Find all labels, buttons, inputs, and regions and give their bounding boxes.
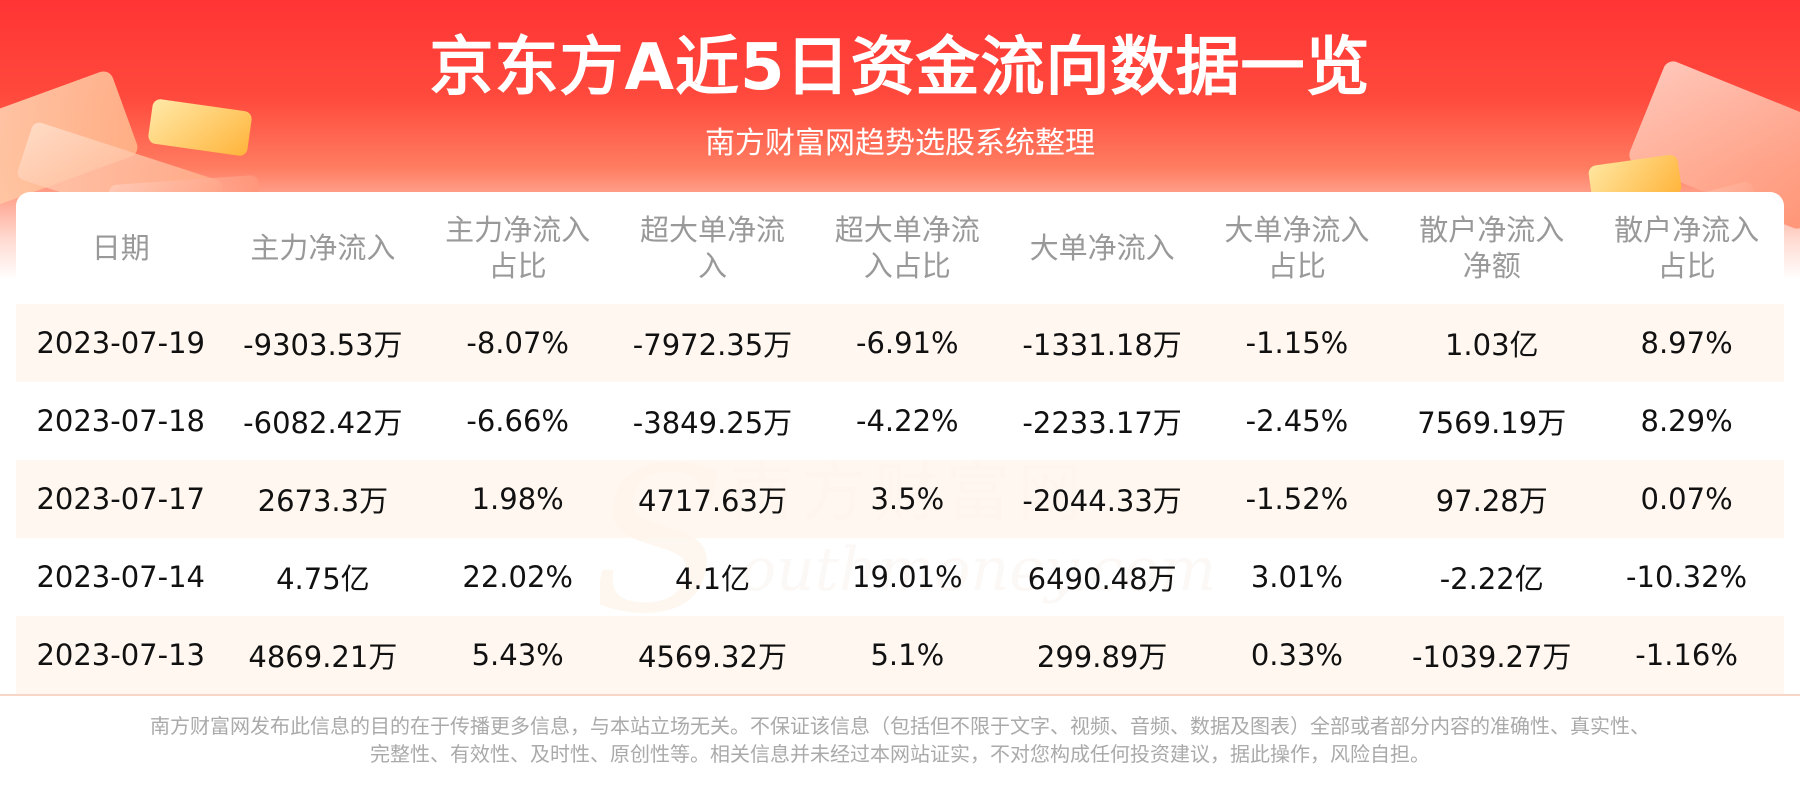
- table-cell: -1.15%: [1199, 304, 1395, 382]
- table-cell: -6.66%: [420, 382, 616, 460]
- page-subtitle: 南方财富网趋势选股系统整理: [705, 126, 1095, 161]
- table-cell: -3849.25万: [615, 382, 810, 460]
- table-cell: -1.52%: [1199, 460, 1395, 538]
- table-cell: 0.07%: [1589, 460, 1784, 538]
- column-header-large-net-inflow: 大单净流入: [1029, 231, 1175, 265]
- table-cell: -1331.18万: [1004, 304, 1200, 382]
- table-cell: -2044.33万: [1004, 460, 1200, 538]
- table-cell: 97.28万: [1394, 460, 1590, 538]
- table-header-row: 日期 主力净流入 主力净流入 占比 超大单净流入 超大单净流 入占比 大单净流入 大…: [16, 192, 1784, 304]
- table-cell: -2233.17万: [1004, 382, 1200, 460]
- column-header-main-net-inflow-ratio: 主力净流入 占比: [445, 213, 591, 283]
- table-cell: 2023-07-18: [16, 382, 226, 460]
- table-cell: -2.45%: [1199, 382, 1395, 460]
- column-header-super-large-net-inflow: 超大单净流入: [639, 213, 785, 283]
- table-cell: 4869.21万: [225, 616, 421, 694]
- table-cell: -6082.42万: [225, 382, 421, 460]
- table-cell: -7972.35万: [615, 304, 810, 382]
- table-cell: -8.07%: [420, 304, 616, 382]
- disclaimer-line-1: 南方财富网发布此信息的目的在于传播更多信息，与本站立场无关。不保证该信息（包括但…: [150, 714, 1650, 738]
- table-cell: 6490.48万: [1004, 538, 1200, 616]
- table-row: 2023-07-13 4869.21万 5.43% 4569.32万 5.1% …: [16, 616, 1784, 694]
- table-row: 2023-07-14 4.75亿 22.02% 4.1亿 19.01% 6490…: [16, 538, 1784, 616]
- table-cell: 2023-07-13: [16, 616, 226, 694]
- table-cell: 0.33%: [1199, 616, 1395, 694]
- table-cell: 299.89万: [1004, 616, 1200, 694]
- column-header-super-large-net-inflow-ratio: 超大单净流 入占比: [834, 213, 980, 283]
- table-cell: 1.03亿: [1394, 304, 1590, 382]
- table-cell: -1039.27万: [1394, 616, 1590, 694]
- table-cell: 22.02%: [420, 538, 616, 616]
- table-cell: 1.98%: [420, 460, 616, 538]
- table-cell: -4.22%: [809, 382, 1005, 460]
- column-header-retail-net-inflow: 散户净流入 净额: [1419, 213, 1565, 283]
- disclaimer-text: 南方财富网发布此信息的目的在于传播更多信息，与本站立场无关。不保证该信息（包括但…: [60, 712, 1740, 768]
- table-cell: -1.16%: [1589, 616, 1784, 694]
- table-row: 2023-07-19 -9303.53万 -8.07% -7972.35万 -6…: [16, 304, 1784, 382]
- table-cell: 4.75亿: [225, 538, 421, 616]
- table-cell: 3.01%: [1199, 538, 1395, 616]
- table-cell: 5.43%: [420, 616, 616, 694]
- table-cell: 4569.32万: [615, 616, 810, 694]
- table-cell: -2.22亿: [1394, 538, 1590, 616]
- table-row: 2023-07-17 2673.3万 1.98% 4717.63万 3.5% -…: [16, 460, 1784, 538]
- table-cell: 2023-07-19: [16, 304, 226, 382]
- table-cell: -6.91%: [809, 304, 1005, 382]
- table-cell: 7569.19万: [1394, 382, 1590, 460]
- table-cell: 4717.63万: [615, 460, 810, 538]
- fund-flow-table: 日期 主力净流入 主力净流入 占比 超大单净流入 超大单净流 入占比 大单净流入 大…: [16, 192, 1784, 694]
- column-header-main-net-inflow: 主力净流入: [250, 231, 396, 265]
- table-cell: 2023-07-17: [16, 460, 226, 538]
- table-cell: 2673.3万: [225, 460, 421, 538]
- table-cell: 2023-07-14: [16, 538, 226, 616]
- page-title: 京东方A近5日资金流向数据一览: [429, 31, 1371, 105]
- table-cell: 8.29%: [1589, 382, 1784, 460]
- table-cell: -10.32%: [1589, 538, 1784, 616]
- table-cell: 4.1亿: [615, 538, 810, 616]
- table-cell: 5.1%: [809, 616, 1005, 694]
- table-cell: 8.97%: [1589, 304, 1784, 382]
- footer-divider: [0, 694, 1800, 696]
- table-cell: 19.01%: [809, 538, 1005, 616]
- column-header-date: 日期: [91, 231, 150, 265]
- table-cell: 3.5%: [809, 460, 1005, 538]
- table-cell: -9303.53万: [225, 304, 421, 382]
- table-row: 2023-07-18 -6082.42万 -6.66% -3849.25万 -4…: [16, 382, 1784, 460]
- disclaimer-line-2: 完整性、有效性、及时性、原创性等。相关信息并未经过本网站证实，不对您构成任何投资…: [370, 742, 1430, 766]
- column-header-large-net-inflow-ratio: 大单净流入 占比: [1224, 213, 1370, 283]
- column-header-retail-net-inflow-ratio: 散户净流入 占比: [1614, 213, 1760, 283]
